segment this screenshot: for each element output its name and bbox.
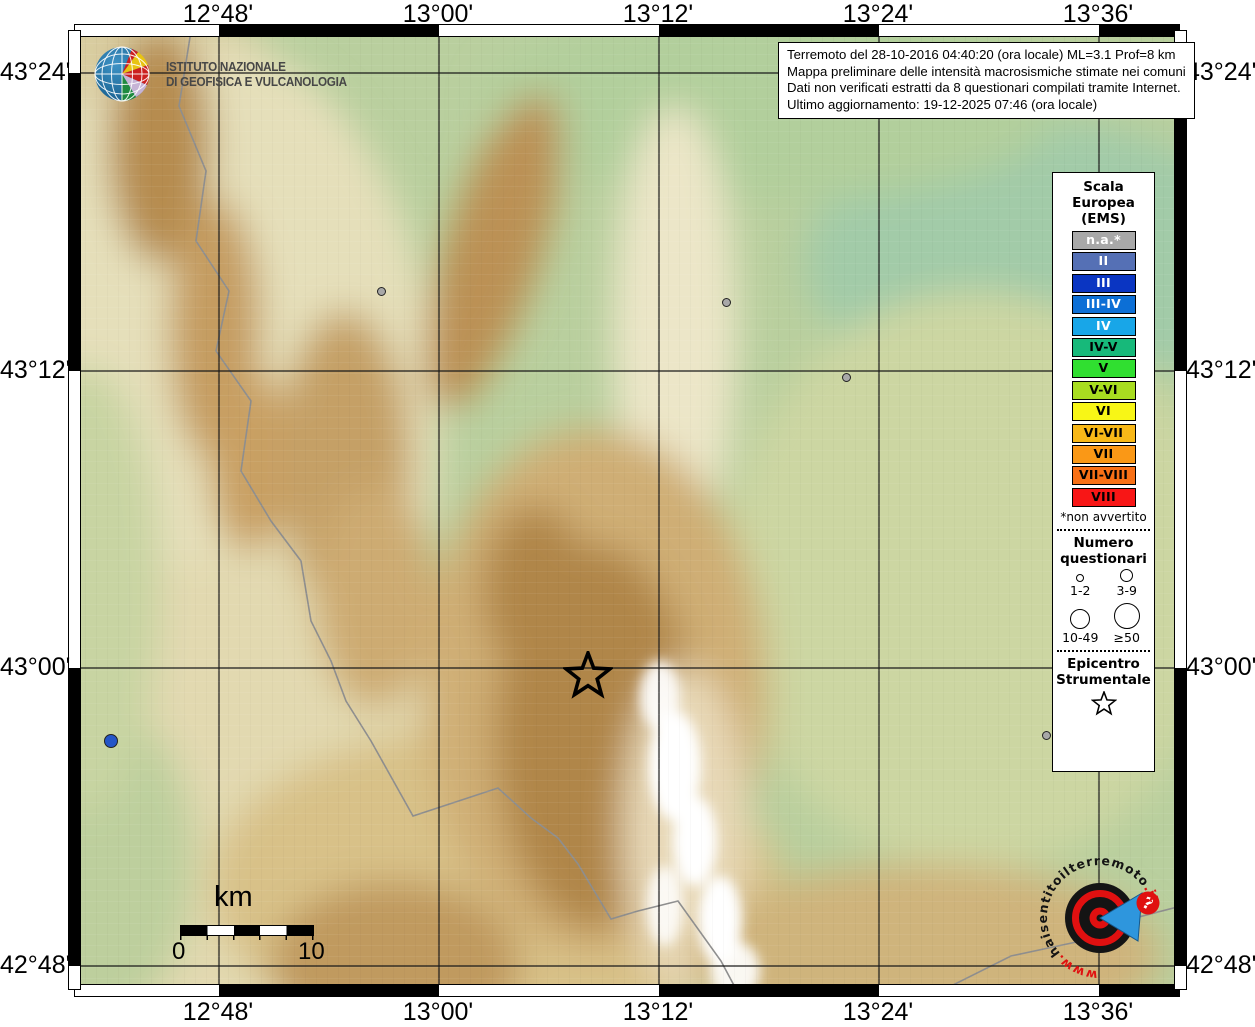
intensity-legend: Scala Europea (EMS) n.a.* II III III-IV … [1052,172,1155,772]
legend-swatch-vi: VI [1071,402,1136,422]
x-tick-bottom: 12°48' [182,998,254,1026]
x-tick-bottom: 13°24' [842,998,914,1026]
ingv-globe-icon [94,46,150,102]
y-tick-left: 43°24' [0,58,71,86]
x-tick-bottom: 13°36' [1062,998,1134,1026]
questionnaire-size-icon [1120,568,1134,582]
x-tick-bottom: 13°00' [402,998,474,1026]
map-terrain [74,30,1180,990]
questionnaire-size-label: ≥50 [1113,629,1140,645]
grid-lines [75,31,1179,989]
scale-bar-unit: km [214,881,253,913]
info-line-event: Terremoto del 28-10-2016 04:40:20 (ora l… [787,47,1176,62]
questionnaire-size-icon [1113,602,1140,629]
info-line-updated: Ultimo aggiornamento: 19-12-2025 07:46 (… [787,96,1098,112]
epicenter-star-icon [1090,689,1117,716]
question-badge-icon [1136,891,1160,915]
questionnaire-size-label: 10-49 [1062,629,1099,645]
questionnaire-size-label: 3-9 [1116,582,1137,598]
legend-title-line3: (EMS) [1081,211,1126,227]
terrain-relief [75,31,1179,989]
map-frame-right [1174,30,1187,990]
ingv-name-line2: DI GEOFISICA E VULCANOLOGIA [166,74,347,89]
scale-bar-min: 0 [172,938,186,965]
megaphone-icon [1099,892,1143,942]
epicenter-title-line2: Strumentale [1056,671,1151,688]
questionnaire-title-line2: questionari [1060,550,1147,567]
info-line-map: Mappa preliminare delle intensità macros… [787,63,1186,79]
y-tick-left: 42°48' [0,951,71,979]
y-tick-right: 42°48' [1186,951,1255,979]
x-tick-top: 13°24' [842,0,914,28]
legend-swatch-na: n.a.* [1071,231,1136,250]
questionnaire-title-line1: Numero [1073,534,1134,551]
legend-swatch-viii: VIII [1071,487,1136,507]
legend-swatch-v: V [1071,359,1136,379]
y-tick-right: 43°12' [1186,356,1255,384]
legend-swatch-iv: IV [1071,316,1136,336]
epicenter-title-line1: Epicentro [1067,655,1140,672]
map-frame-bottom [74,984,1180,997]
legend-swatch-ii: II [1071,252,1136,272]
y-tick-left: 43°12' [0,356,71,384]
questionnaire-size-label: 1-2 [1070,582,1091,598]
legend-swatch-vii: VII [1071,444,1136,464]
event-info-box: Terremoto del 28-10-2016 04:40:20 (ora l… [778,42,1195,120]
ingv-name-line1: ISTITUTO NAZIONALE [166,59,286,74]
scale-bar-segments [180,925,314,936]
ingv-logo: ISTITUTO NAZIONALE DI GEOFISICA E VULCAN… [94,44,367,104]
questionnaire-size-icon [1070,608,1091,629]
legend-divider [1057,528,1150,531]
legend-swatch-vii-viii: VII-VIII [1071,466,1136,486]
x-tick-bottom: 13°12' [622,998,694,1026]
x-tick-top: 13°36' [1062,0,1134,28]
legend-swatch-v-vi: V-VI [1071,380,1136,400]
info-line-data: Dati non verificati estratti da 8 questi… [787,80,1181,96]
questionnaire-size-icon [1076,573,1085,582]
legend-footnote: *non avvertito [1060,509,1147,524]
legend-swatch-iv-v: IV-V [1071,337,1136,357]
scale-bar-ticks [180,936,314,940]
legend-swatch-vi-vii: VI-VII [1071,423,1136,443]
y-tick-right: 43°00' [1186,653,1255,681]
x-tick-top: 13°00' [402,0,474,28]
scale-bar-max: 10 [298,938,325,965]
y-tick-left: 43°00' [0,653,71,681]
legend-divider [1057,649,1150,652]
y-tick-right: 43°24' [1186,58,1255,86]
map-frame-left [68,30,81,990]
x-tick-top: 13°12' [622,0,694,28]
haisentitoilterremoto-logo: ? www.haisentitoilterremoto.it [1018,834,1182,1003]
x-tick-top: 12°48' [182,0,254,28]
legend-title-line2: Europea [1072,195,1135,211]
legend-swatch-iii-iv: III-IV [1071,295,1136,315]
legend-title-line1: Scala [1083,179,1124,195]
legend-swatch-iii: III [1071,273,1136,293]
